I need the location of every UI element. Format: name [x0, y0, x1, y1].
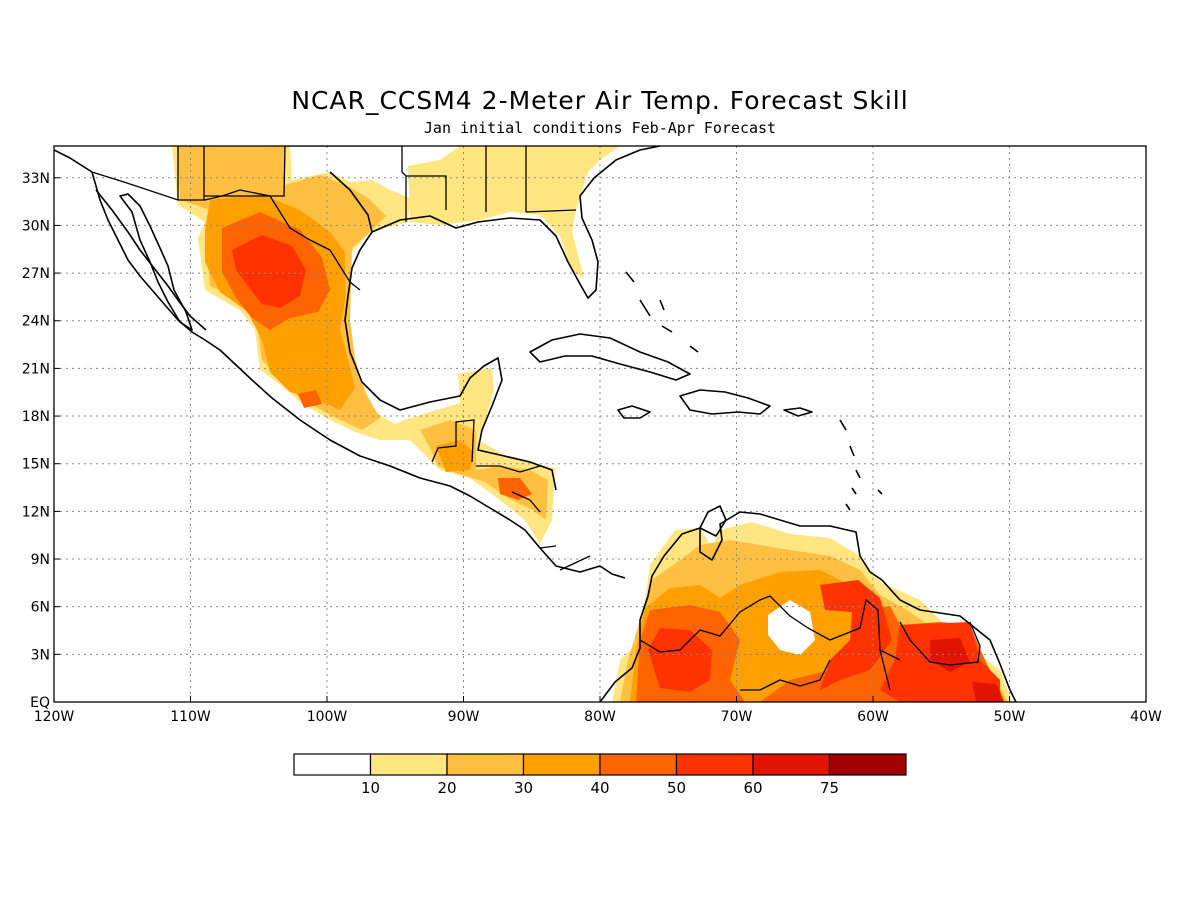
y-axis: EQ 3N 6N 9N 12N 15N 18N 21N 24N 27N 30N 33N: [22, 171, 60, 711]
coastline-lesser-antilles: [839, 419, 883, 511]
skill-region-venezuela-low: [768, 600, 815, 655]
coastline-gulf-mexico: [95, 189, 207, 331]
colorbar-swatch: [599, 753, 678, 776]
skill-region-us-gulf-10: [408, 146, 620, 278]
coastline-north-america: [54, 149, 626, 579]
border-south-america: [639, 595, 981, 691]
y-tick-label: 33N: [22, 171, 50, 187]
border-central-america: [431, 419, 591, 571]
x-tick-label: 90W: [448, 709, 480, 725]
colorbar-swatch: [752, 753, 831, 776]
colorbar-label: 20: [437, 779, 456, 797]
y-tick-label: 12N: [22, 504, 50, 520]
skill-region-centralam-40: [498, 478, 532, 500]
y-tick-label: 6N: [31, 600, 50, 616]
y-tick-label: 24N: [22, 314, 50, 330]
colorbar-swatch: [675, 753, 754, 776]
colorbar-swatch: [293, 753, 372, 776]
colorbar-swatch: [369, 753, 448, 776]
border-us-mexico: [91, 171, 361, 291]
coastline-puerto-rico: [783, 407, 813, 417]
colorbar-label: 30: [514, 779, 533, 797]
coastline-baja: [119, 193, 193, 331]
political-borders: [91, 146, 981, 691]
y-tick-label: 21N: [22, 361, 50, 377]
coastline-jamaica: [617, 405, 651, 419]
skill-shading: [172, 146, 1012, 702]
lat-lon-grid: [54, 146, 1146, 702]
coastlines: [54, 146, 1017, 702]
skill-region-sa-50: [648, 628, 712, 692]
y-tick-label: 15N: [22, 457, 50, 473]
y-tick-label: EQ: [30, 695, 50, 711]
coastline-south-america: [599, 511, 1017, 702]
coastline-hispaniola: [679, 389, 771, 415]
map-subtitle: Jan initial conditions Feb-Apr Forecast: [423, 119, 777, 137]
skill-region-mexico-50: [232, 235, 306, 308]
y-tick-label: 3N: [31, 647, 50, 663]
x-tick-label: 50W: [994, 709, 1026, 725]
border-us-states: [177, 146, 577, 222]
colorbar-label: 75: [820, 779, 839, 797]
x-tick-label: 80W: [584, 709, 616, 725]
coastline-us-gulf: [371, 146, 661, 299]
y-tick-label: 27N: [22, 266, 50, 282]
colorbar-label: 10: [361, 779, 380, 797]
colorbar: 10 20 30 40 50 60 75: [293, 753, 907, 797]
y-tick-label: 9N: [31, 552, 50, 568]
x-tick-label: 120W: [34, 709, 75, 725]
colorbar-swatch: [522, 753, 601, 776]
x-tick-label: 110W: [170, 709, 211, 725]
x-tick-label: 70W: [721, 709, 753, 725]
coastline-maracaibo: [699, 505, 727, 537]
x-tick-label: 60W: [857, 709, 889, 725]
y-tick-label: 30N: [22, 218, 50, 234]
skill-region-mexico-coast-40: [298, 390, 322, 408]
colorbar-swatch: [446, 753, 525, 776]
colorbar-label: 50: [667, 779, 686, 797]
skill-region-yucatan-10: [458, 368, 492, 420]
coastline-gulf-of-mexico: [329, 171, 557, 491]
x-tick-label: 100W: [307, 709, 348, 725]
colorbar-swatch: [828, 753, 907, 776]
x-axis: 120W 110W 100W 90W 80W 70W 60W 50W 40W: [34, 696, 1162, 725]
coastline-cuba: [529, 333, 691, 381]
map-title: NCAR_CCSM4 2-Meter Air Temp. Forecast Sk…: [291, 86, 909, 115]
x-tick-label: 40W: [1130, 709, 1162, 725]
colorbar-label: 60: [743, 779, 762, 797]
skill-region-amapa-60: [972, 682, 1004, 702]
colorbar-label: 40: [590, 779, 609, 797]
y-tick-label: 18N: [22, 409, 50, 425]
coastline-bahamas: [625, 271, 699, 353]
